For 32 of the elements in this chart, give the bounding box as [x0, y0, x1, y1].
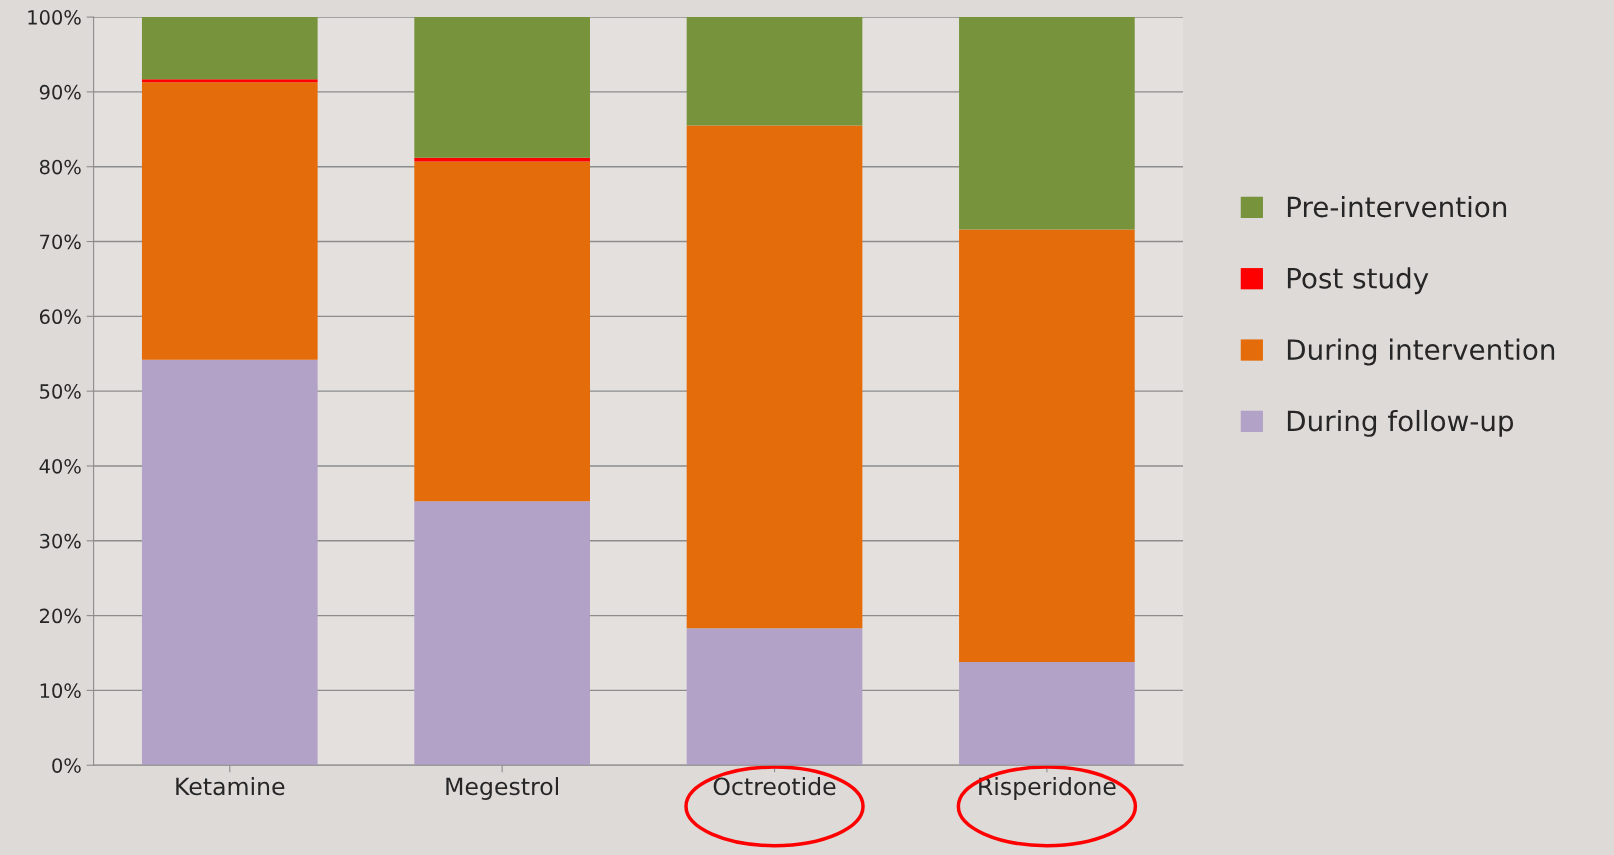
x-tick-label: Octreotide — [713, 777, 836, 796]
y-tick-label: 50% — [40, 384, 81, 399]
x-tick-label: Ketamine — [176, 777, 285, 796]
y-tick-label: 10% — [40, 683, 81, 699]
bar — [141, 82, 318, 360]
legend-label: During intervention — [1287, 338, 1555, 366]
y-tick-label: 100% — [28, 10, 81, 25]
y-tick-label: 0% — [52, 758, 81, 773]
y-tick-label: 90% — [39, 84, 81, 100]
bar — [141, 17, 318, 80]
legend-label: During follow-up — [1287, 409, 1514, 437]
bar — [959, 229, 1135, 662]
y-tick-label: 70% — [40, 234, 81, 250]
bar — [141, 359, 318, 766]
y-tick-label: 40% — [39, 458, 81, 474]
legend-label: Pre-intervention — [1287, 195, 1507, 218]
x-tick-label: Megestrol — [446, 777, 559, 800]
y-tick-label: 30% — [40, 533, 81, 549]
y-tick-label: 80% — [39, 159, 81, 175]
bar — [686, 628, 863, 766]
bar — [414, 161, 590, 502]
x-tick-label: Risperidone — [979, 777, 1116, 800]
y-tick-label: 60% — [39, 309, 81, 325]
bar — [141, 79, 318, 83]
legend-label: Post study — [1287, 267, 1429, 295]
bar — [959, 661, 1135, 766]
bar — [686, 125, 863, 629]
bar — [414, 501, 590, 766]
bar — [414, 17, 590, 158]
bar — [959, 17, 1135, 230]
y-tick-label: 20% — [40, 608, 81, 624]
bar — [686, 17, 863, 126]
